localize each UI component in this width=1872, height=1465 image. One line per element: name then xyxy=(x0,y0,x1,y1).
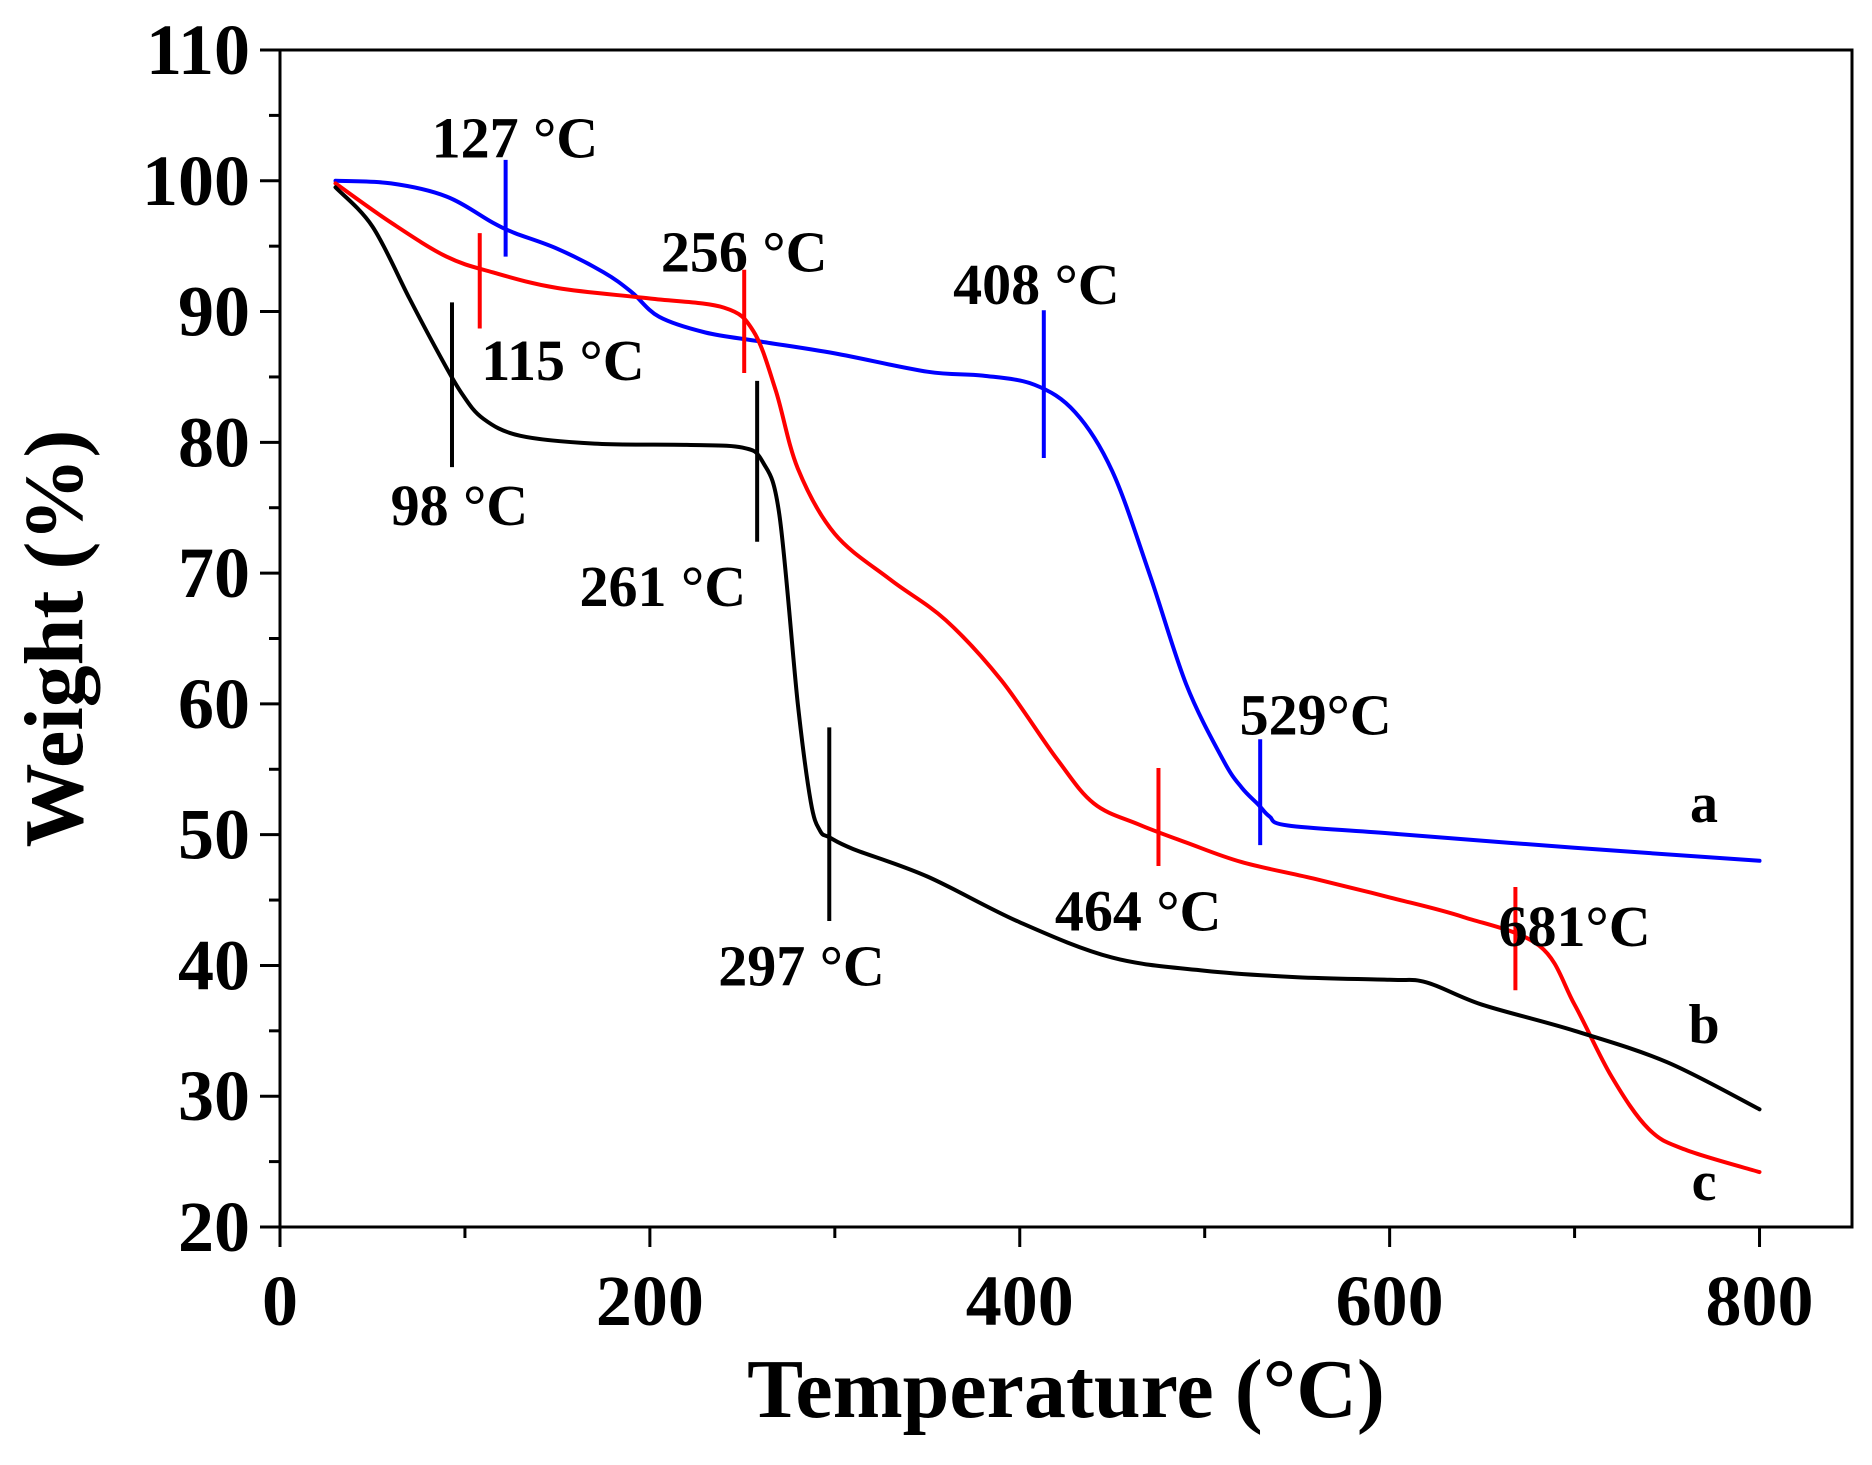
y-tick-label: 110 xyxy=(146,10,250,90)
axis-ticks xyxy=(260,48,1762,1247)
annotation-label: 261 °C xyxy=(580,554,747,619)
x-axis-title: Temperature (°C) xyxy=(747,1343,1385,1436)
x-tick-label: 200 xyxy=(596,1261,704,1341)
y-tick-label: 20 xyxy=(178,1187,250,1267)
series-label-b: b xyxy=(1688,994,1719,1056)
annotation-label: 529°C xyxy=(1240,682,1392,747)
annotation-label: 681°C xyxy=(1499,894,1651,959)
annotation-label: 297 °C xyxy=(718,933,885,998)
y-tick-label: 40 xyxy=(178,925,250,1005)
y-tick-label: 30 xyxy=(178,1056,250,1136)
annotation-label: 256 °C xyxy=(661,219,828,284)
y-tick-label: 100 xyxy=(142,141,250,221)
annotation-markers xyxy=(449,159,1518,991)
annotation-label: 464 °C xyxy=(1055,879,1222,944)
annotation-label: 115 °C xyxy=(481,328,644,393)
annotation-label: 98 °C xyxy=(391,473,529,538)
y-tick-label: 80 xyxy=(178,402,250,482)
annotation-label: 408 °C xyxy=(953,252,1120,317)
x-tick-label: 800 xyxy=(1706,1261,1814,1341)
annotation-label: 127 °C xyxy=(432,106,599,171)
annotation-labels: 127 °C 115 °C 98 °C 256 °C 261 °C 408 °C 297 °… xyxy=(391,106,1651,999)
series-label-a: a xyxy=(1690,773,1718,835)
x-tick-label: 400 xyxy=(966,1261,1074,1341)
y-axis-title: Weight (%) xyxy=(8,430,101,848)
series-labels: a b c xyxy=(1688,773,1719,1213)
x-tick-label: 0 xyxy=(262,1261,298,1341)
series-line-c xyxy=(333,181,1762,1175)
series-line-a xyxy=(333,178,1762,863)
plot-frame xyxy=(278,48,1854,1229)
y-tick-label: 50 xyxy=(178,795,250,875)
y-tick-label: 70 xyxy=(178,533,250,613)
y-tick-label: 90 xyxy=(178,272,250,352)
series-label-c: c xyxy=(1692,1151,1717,1213)
x-tick-label: 600 xyxy=(1336,1261,1444,1341)
axis-tick-labels: 0 200 400 600 800 20 30 40 50 60 70 80 90 100 110 xyxy=(142,10,1814,1341)
y-tick-label: 60 xyxy=(178,664,250,744)
series-line-b xyxy=(333,185,1762,1112)
series-lines xyxy=(333,178,1762,1175)
